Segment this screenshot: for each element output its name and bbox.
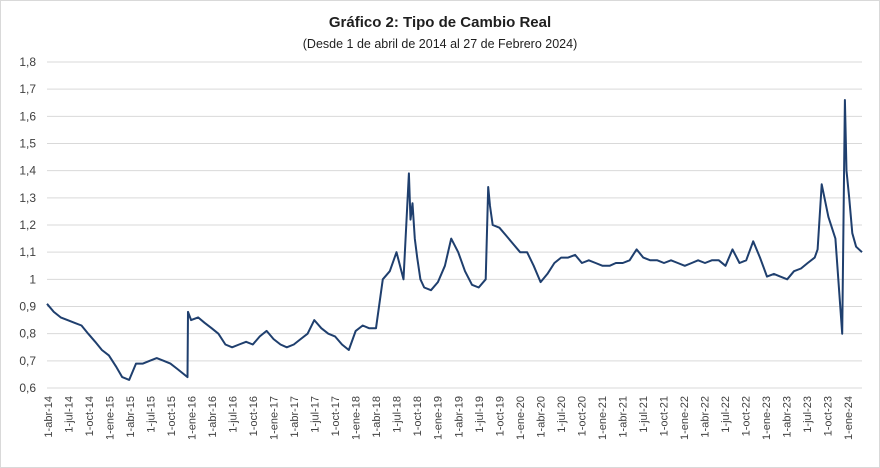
x-tick-label: 1-ene-19 [433,396,445,440]
x-tick-label: 1-jul-22 [720,396,732,433]
x-tick-label: 1-ene-24 [843,396,855,440]
x-tick-label: 1-jul-18 [392,396,404,433]
chart-subtitle: (Desde 1 de abril de 2014 al 27 de Febre… [302,37,578,51]
x-tick-label: 1-jul-19 [474,396,486,433]
x-tick-label: 1-abr-15 [125,396,137,438]
x-tick-label: 1-ene-20 [515,396,527,440]
x-tick-label: 1-jul-17 [310,396,322,433]
x-tick-label: 1-jul-14 [64,396,76,433]
series-layer [46,99,863,381]
y-tick-label: 0,7 [19,354,36,368]
x-tick-label: 1-oct-22 [740,396,752,436]
x-tick-label: 1-ene-16 [187,396,199,440]
x-tick-label: 1-abr-16 [207,396,219,438]
y-axis-tick-labels: 0,6 0,7 0,8 0,9 1 1,1 1,2 1,3 1,4 1,5 1,6 1,7 1,8 [19,55,36,395]
x-tick-label: 1-jul-15 [146,396,158,433]
x-tick-label: 1-abr-14 [43,396,55,438]
x-tick-label: 1-oct-14 [84,396,96,436]
x-tick-label: 1-ene-22 [679,396,691,440]
x-axis-tick-labels: 1-abr-14 1-jul-14 1-oct-14 1-ene-15 1-abr-15… [43,396,855,440]
y-tick-label: 1,1 [19,245,36,259]
x-tick-label: 1-oct-23 [822,396,834,436]
chart-title: Gráfico 2: Tipo de Cambio Real [328,14,552,31]
y-tick-label: 0,9 [19,300,36,314]
x-tick-label: 1-abr-19 [453,396,465,438]
x-tick-label: 1-abr-18 [371,396,383,438]
x-tick-label: 1-oct-19 [494,396,506,436]
x-tick-label: 1-oct-20 [576,396,588,436]
x-tick-label: 1-ene-23 [761,396,773,440]
x-tick-label: 1-jul-21 [638,396,650,433]
x-tick-label: 1-ene-18 [351,396,363,440]
x-tick-label: 1-abr-20 [535,396,547,438]
x-tick-label: 1-abr-23 [781,396,793,438]
y-tick-label: 1,6 [19,109,36,123]
x-tick-label: 1-ene-21 [597,396,609,440]
x-tick-label: 1-oct-16 [248,396,260,436]
y-tick-label: 1,5 [19,137,36,151]
x-tick-label: 1-oct-21 [658,396,670,436]
x-tick-label: 1-ene-17 [269,396,281,440]
x-tick-label: 1-jul-23 [802,396,814,433]
y-tick-label: 1,4 [19,164,36,178]
y-tick-label: 1 [29,272,36,286]
x-tick-label: 1-jul-16 [228,396,240,433]
x-tick-label: 1-oct-17 [330,396,342,436]
x-tick-label: 1-ene-15 [105,396,117,440]
series-line [46,99,863,381]
x-tick-label: 1-abr-22 [699,396,711,438]
y-tick-label: 1,3 [19,191,36,205]
y-tick-label: 0,6 [19,381,36,395]
x-tick-label: 1-abr-17 [289,396,301,438]
y-tick-label: 1,8 [19,55,36,69]
x-tick-label: 1-oct-18 [412,396,424,436]
gridlines [47,61,862,389]
y-tick-label: 1,2 [19,218,36,232]
y-tick-label: 1,7 [19,82,36,96]
y-tick-label: 0,8 [19,327,36,341]
x-tick-label: 1-abr-21 [617,396,629,438]
x-tick-label: 1-oct-15 [166,396,178,436]
x-tick-label: 1-jul-20 [556,396,568,433]
